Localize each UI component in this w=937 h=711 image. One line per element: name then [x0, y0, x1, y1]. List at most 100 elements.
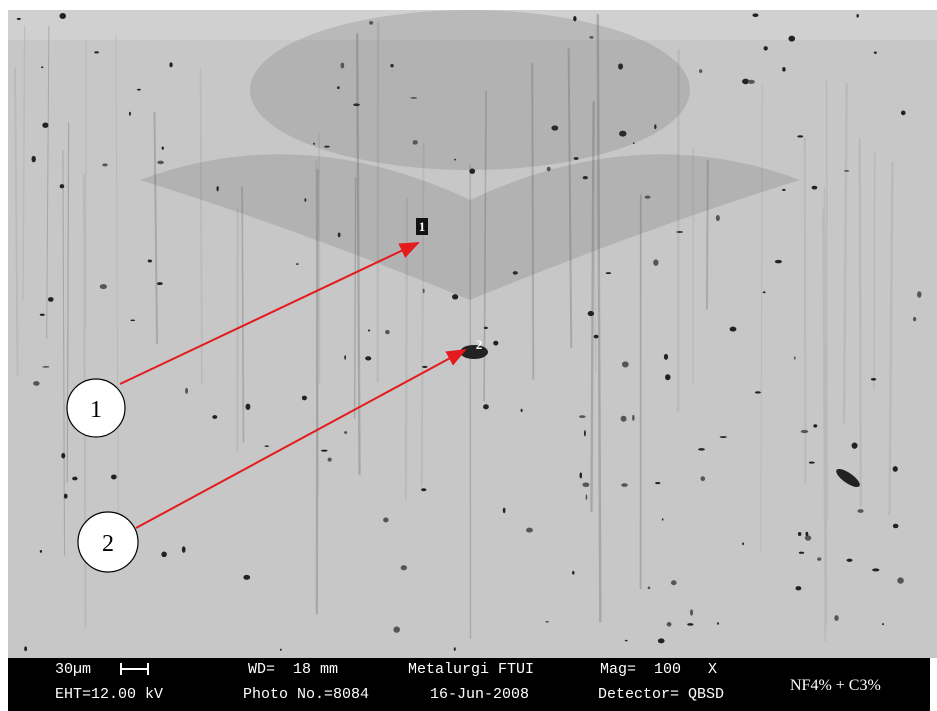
texture-mark: [874, 51, 877, 53]
info-text: Metalurgi FTUI: [408, 661, 534, 678]
texture-mark: [72, 477, 77, 481]
page: 1 2 1 2 30µm WD= 18 mm Metalurgi FTUI Ma…: [0, 0, 937, 711]
texture-mark: [625, 640, 628, 642]
texture-mark: [700, 476, 705, 481]
texture-mark: [671, 580, 677, 585]
texture-mark: [716, 215, 720, 221]
texture-mark: [621, 416, 627, 422]
texture-mark: [421, 488, 426, 491]
texture-mark: [687, 623, 693, 626]
info-note: NF4% + C3%: [790, 677, 881, 694]
texture-mark: [805, 535, 811, 540]
texture-mark: [321, 450, 328, 452]
texture-mark: [385, 330, 390, 334]
texture-mark: [42, 366, 49, 368]
texture-mark: [882, 623, 884, 625]
texture-mark: [129, 112, 131, 116]
texture-mark: [582, 483, 589, 487]
texture-mark: [302, 396, 307, 401]
texture-mark: [580, 472, 583, 478]
texture-mark: [799, 552, 804, 554]
texture-mark: [401, 565, 407, 570]
texture-mark: [897, 577, 904, 583]
texture-mark: [243, 575, 250, 580]
info-text: Mag= 100 X: [600, 661, 717, 678]
texture-mark: [503, 508, 506, 514]
texture-mark: [717, 622, 719, 625]
texture-mark: [872, 568, 879, 571]
point-label: 2: [476, 337, 483, 352]
point-label: 1: [419, 219, 426, 234]
texture-mark: [874, 152, 875, 390]
texture-mark: [157, 161, 164, 165]
texture-mark: [483, 404, 489, 409]
texture-mark: [805, 532, 808, 536]
texture-mark: [368, 329, 370, 331]
info-text: EHT=12.00 kV: [55, 686, 163, 703]
texture-mark: [794, 356, 796, 359]
texture-mark: [856, 14, 858, 18]
texture-mark: [813, 424, 817, 427]
callout-label: 2: [102, 531, 114, 557]
texture-mark: [60, 184, 65, 188]
texture-mark: [763, 291, 766, 293]
texture-mark: [422, 366, 428, 368]
texture-mark: [454, 647, 456, 651]
texture-mark: [752, 13, 758, 17]
texture-mark: [521, 409, 523, 412]
texture-mark: [653, 259, 658, 265]
texture-mark: [185, 388, 188, 394]
texture-mark: [40, 550, 42, 553]
info-text: Photo No.=8084: [243, 686, 369, 703]
texture-mark: [584, 430, 586, 436]
particle: [460, 345, 488, 359]
texture-mark: [834, 615, 838, 621]
texture-mark: [182, 546, 186, 553]
texture-mark: [579, 415, 585, 418]
texture-mark: [586, 494, 588, 500]
texture-mark: [137, 89, 141, 91]
texture-mark: [809, 462, 815, 464]
texture-mark: [857, 509, 863, 513]
texture-mark: [775, 260, 782, 263]
texture-mark: [594, 335, 599, 339]
texture-mark: [41, 66, 43, 68]
texture-mark: [64, 494, 68, 499]
texture-mark: [847, 559, 853, 562]
callout-label: 1: [90, 397, 102, 423]
info-text: WD= 18 mm: [248, 661, 338, 678]
texture-mark: [212, 415, 217, 419]
texture-mark: [748, 80, 755, 84]
texture-mark: [795, 586, 801, 590]
texture-mark: [130, 319, 135, 321]
texture-mark: [161, 551, 167, 557]
texture-mark: [801, 430, 808, 433]
texture-mark: [798, 532, 802, 536]
texture-mark: [871, 378, 876, 381]
texture-mark: [365, 356, 371, 360]
texture-mark: [782, 189, 785, 191]
texture-mark: [111, 475, 117, 480]
texture-mark: [667, 622, 672, 627]
texture-mark: [788, 36, 795, 42]
texture-mark: [720, 436, 727, 438]
texture-mark: [162, 147, 164, 150]
texture-mark: [699, 69, 702, 73]
texture-mark: [100, 284, 107, 289]
texture-mark: [665, 374, 670, 380]
texture-mark: [61, 453, 65, 459]
texture-mark: [662, 518, 664, 520]
texture-mark: [622, 361, 629, 367]
texture-mark: [860, 139, 861, 507]
texture-mark: [393, 626, 400, 632]
texture-mark: [296, 263, 299, 265]
texture-mark: [169, 62, 172, 67]
texture-mark: [94, 51, 99, 53]
texture-mark: [572, 571, 574, 575]
texture-mark: [484, 327, 488, 329]
texture-mark: [86, 41, 87, 328]
texture-mark: [545, 621, 548, 623]
texture-mark: [797, 135, 803, 137]
texture-mark: [664, 354, 668, 360]
texture-mark: [817, 557, 821, 560]
